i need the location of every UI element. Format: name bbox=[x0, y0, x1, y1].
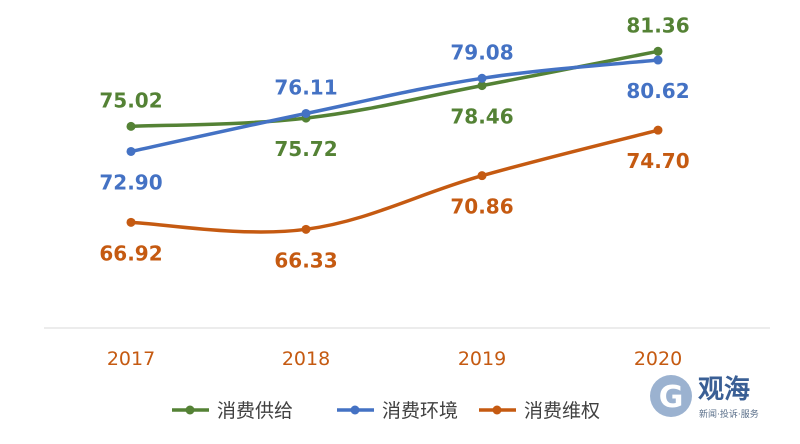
watermark-logo-text: 观海 bbox=[698, 375, 750, 405]
data-point-3-4 bbox=[653, 125, 663, 135]
data-label-2-4: 80.62 bbox=[626, 79, 689, 103]
legend-marker-2 bbox=[350, 405, 360, 415]
watermark-tagline: 新闻·投诉·服务 bbox=[699, 408, 759, 420]
legend-marker-1 bbox=[185, 405, 195, 415]
series-line-2 bbox=[129, 58, 660, 154]
data-point-1-3 bbox=[477, 81, 487, 91]
x-tick-label-2: 2018 bbox=[282, 348, 330, 370]
data-point-2-4 bbox=[653, 55, 663, 65]
data-label-3-2: 66.33 bbox=[274, 248, 337, 272]
legend-label-2: 消费环境 bbox=[382, 400, 458, 422]
series-line-1 bbox=[129, 49, 660, 129]
data-label-1-4: 81.36 bbox=[626, 13, 689, 37]
x-tick-label-3: 2019 bbox=[458, 348, 506, 370]
legend: 消费供给 消费环境 消费维权 bbox=[172, 400, 600, 422]
x-tick-label-4: 2020 bbox=[634, 348, 682, 370]
data-label-1-1: 75.02 bbox=[99, 88, 162, 112]
data-point-2-3 bbox=[477, 73, 487, 83]
data-point-3-2 bbox=[301, 224, 311, 234]
x-tick-layer: 2017 2018 2019 2020 bbox=[107, 348, 682, 370]
legend-marker-3 bbox=[492, 405, 502, 415]
data-label-3-3: 70.86 bbox=[450, 195, 513, 219]
data-point-1-1 bbox=[126, 121, 136, 131]
data-label-2-1: 72.90 bbox=[99, 170, 162, 194]
legend-label-3: 消费维权 bbox=[524, 400, 600, 422]
data-label-layer: 75.02 75.72 78.46 81.36 72.90 76.11 79.08 80.62… bbox=[99, 13, 689, 272]
data-label-2-2: 76.11 bbox=[274, 75, 337, 99]
series-line-3 bbox=[129, 128, 660, 234]
data-point-3-3 bbox=[477, 171, 487, 181]
data-label-1-3: 78.46 bbox=[450, 105, 513, 129]
data-point-2-2 bbox=[301, 108, 311, 118]
data-point-1-4 bbox=[653, 46, 663, 56]
data-label-2-3: 79.08 bbox=[450, 40, 513, 64]
data-label-3-1: 66.92 bbox=[99, 241, 162, 265]
series-layer bbox=[126, 46, 663, 234]
data-point-2-1 bbox=[126, 146, 136, 156]
watermark-g-icon bbox=[650, 375, 692, 417]
watermark-g-letter: G bbox=[659, 380, 684, 415]
x-tick-label-1: 2017 bbox=[107, 348, 155, 370]
data-label-1-2: 75.72 bbox=[274, 137, 337, 161]
data-label-3-4: 74.70 bbox=[626, 149, 689, 173]
watermark-logo: G 观海 新闻·投诉·服务 bbox=[650, 375, 759, 420]
data-point-3-1 bbox=[126, 217, 136, 227]
legend-label-1: 消费供给 bbox=[217, 400, 293, 422]
